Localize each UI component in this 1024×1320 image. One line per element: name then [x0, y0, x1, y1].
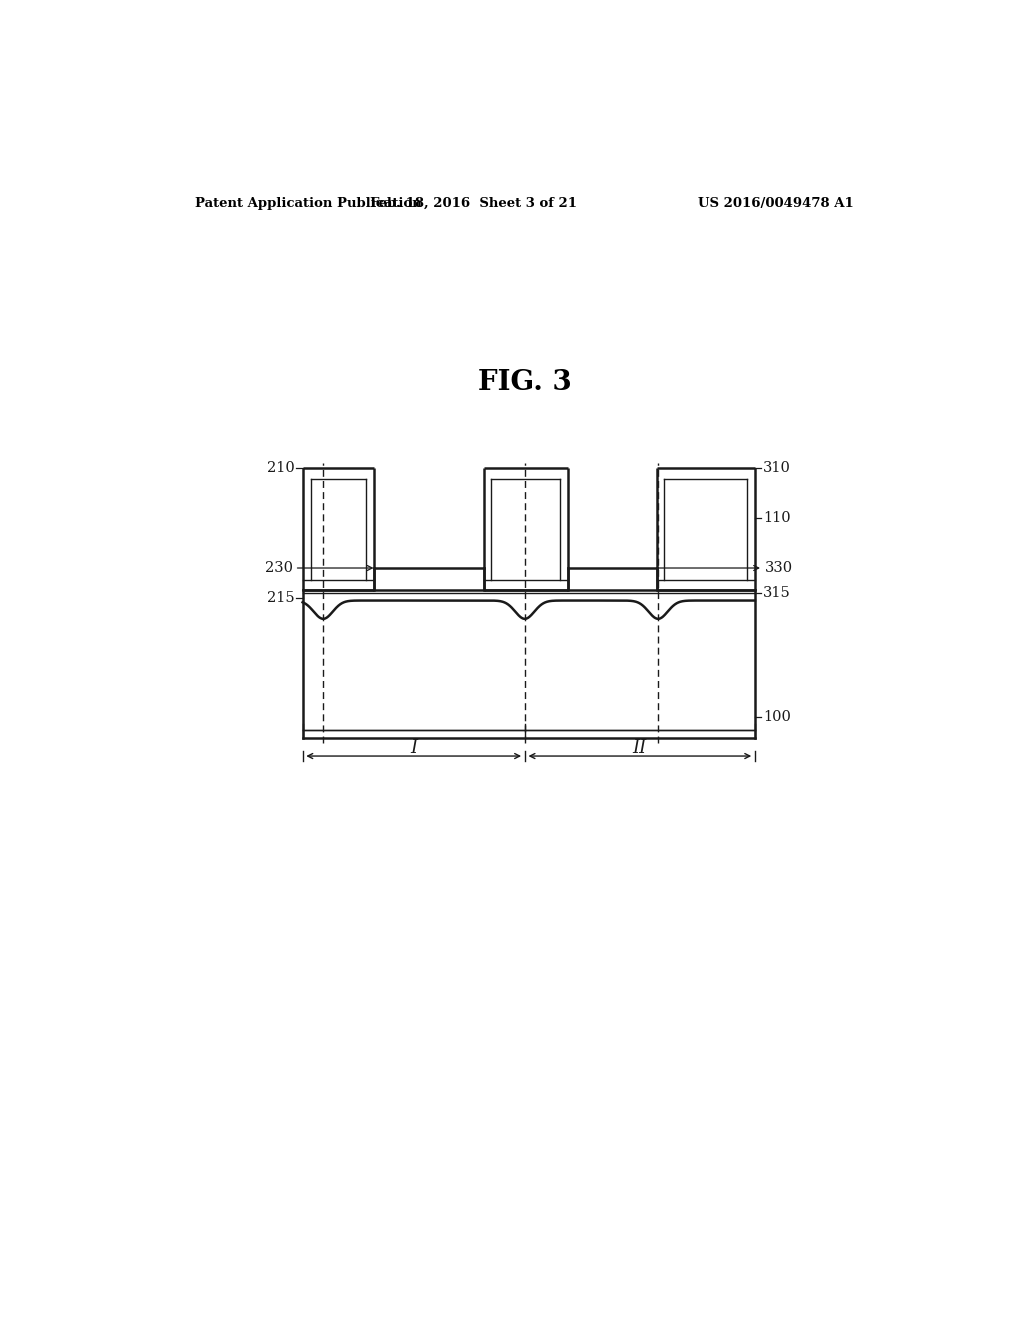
Text: 310: 310 — [763, 462, 791, 475]
Text: 330: 330 — [765, 561, 793, 576]
Text: 215: 215 — [267, 591, 295, 605]
Text: 315: 315 — [763, 586, 791, 601]
Text: Patent Application Publication: Patent Application Publication — [196, 197, 422, 210]
Text: 100: 100 — [763, 710, 791, 725]
Text: 110: 110 — [763, 511, 791, 525]
Text: US 2016/0049478 A1: US 2016/0049478 A1 — [698, 197, 854, 210]
Text: I: I — [411, 739, 417, 756]
Text: 230: 230 — [265, 561, 293, 576]
Text: II: II — [633, 739, 647, 756]
Text: FIG. 3: FIG. 3 — [478, 368, 571, 396]
Text: 210: 210 — [267, 462, 295, 475]
Text: Feb. 18, 2016  Sheet 3 of 21: Feb. 18, 2016 Sheet 3 of 21 — [370, 197, 577, 210]
